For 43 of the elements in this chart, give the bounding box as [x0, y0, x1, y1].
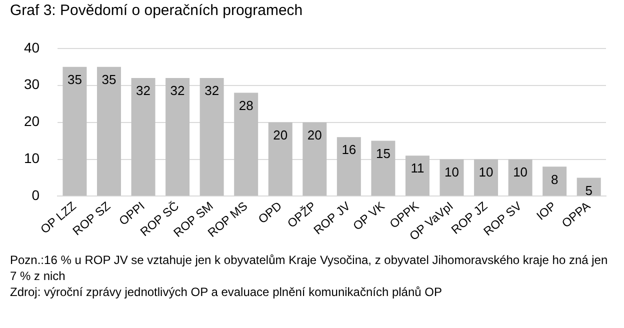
data-label: 10 [513, 164, 528, 180]
data-label: 8 [550, 172, 558, 187]
bar [166, 78, 190, 196]
bar [336, 137, 361, 196]
y-tick-label: 30 [24, 76, 40, 92]
data-label: 32 [136, 83, 150, 98]
bar [96, 66, 121, 196]
data-label: 35 [67, 72, 82, 87]
y-tick-label: 0 [32, 187, 40, 204]
data-label: 11 [410, 160, 424, 176]
data-label: 20 [273, 127, 288, 142]
bar [576, 178, 601, 196]
data-label: 16 [342, 142, 356, 158]
data-label: 35 [102, 72, 116, 87]
data-label: 20 [307, 127, 322, 142]
text: Zdroj: výroční zprávy jednotlivých OP a evaluace plnění komunikačních plánů OP [10, 284, 443, 300]
data-label: 5 [585, 182, 592, 198]
bar [371, 140, 396, 196]
data-label: 15 [376, 146, 390, 161]
bar [131, 78, 156, 196]
y-tick-label: 40 [24, 39, 40, 56]
x-tick-label: IOP [534, 198, 559, 223]
x-tick-label: OPD [256, 198, 285, 226]
chart-title: Graf 3: Povědomí o operačních programech [10, 2, 303, 19]
bar [405, 156, 430, 196]
data-label: 32 [204, 83, 220, 98]
bar [440, 159, 464, 196]
bar [474, 159, 498, 196]
bar [268, 122, 292, 196]
bar [200, 78, 224, 196]
bar [542, 166, 567, 196]
y-tick-label: 20 [24, 113, 40, 130]
data-label: 32 [170, 83, 185, 98]
bar [302, 122, 327, 196]
bar [234, 92, 258, 196]
data-label: 28 [238, 98, 254, 113]
bar [508, 159, 532, 196]
bar [62, 66, 87, 196]
data-label: 10 [444, 164, 459, 180]
text: Pozn.:16 % u ROP JV se vztahuje jen k obyvatelům Kraje Vysočina, z obyvatel Jihomoravského kraje ho zná jen 7 % z nich [10, 252, 609, 284]
data-label: 10 [478, 164, 494, 180]
y-tick-label: 10 [24, 150, 40, 166]
x-tick-label: OP VK [350, 198, 388, 234]
